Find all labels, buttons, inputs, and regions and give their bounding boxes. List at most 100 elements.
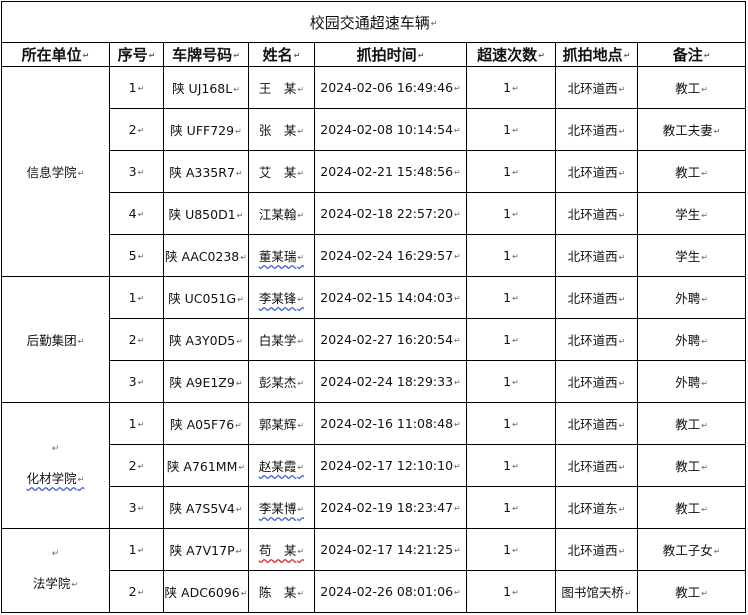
time-cell[interactable]: 2024-02-19 18:23:47 [314, 486, 467, 529]
count-cell[interactable]: 1 [466, 402, 556, 445]
name-cell[interactable]: 李某博 [248, 486, 315, 529]
plate-cell[interactable]: 陕 A3Y0D5 [163, 318, 249, 361]
location-cell[interactable]: 北环道西 [555, 234, 638, 277]
time-cell[interactable]: 2024-02-27 16:20:54 [314, 318, 467, 361]
no-cell[interactable]: 2 [109, 108, 164, 151]
no-cell[interactable]: 3 [109, 486, 164, 529]
time-cell[interactable]: 2024-02-15 14:04:03 [314, 276, 467, 319]
note-cell[interactable]: 教工 [636, 570, 747, 613]
plate-cell[interactable]: 陕 A9E1Z9 [163, 360, 249, 403]
plate-cell[interactable]: 陕 UC051G [163, 276, 249, 319]
count-cell[interactable]: 1 [466, 108, 556, 151]
note-cell[interactable]: 外聘 [636, 276, 747, 319]
name-cell[interactable]: 陈 某 [248, 570, 315, 613]
column-header-label: 所在单位 [22, 46, 90, 64]
note-cell[interactable]: 教工 [636, 66, 747, 109]
no-cell[interactable]: 3 [109, 360, 164, 403]
time-cell[interactable]: 2024-02-17 12:10:10 [314, 444, 467, 487]
plate-cell[interactable]: 陕 A7V17P [163, 528, 249, 571]
name-cell[interactable]: 艾 某 [248, 150, 315, 193]
name-text: 董某瑞 [259, 249, 304, 264]
plate-cell[interactable]: 陕 A761MM [163, 444, 249, 487]
no-cell[interactable]: 4 [109, 192, 164, 235]
name-cell[interactable]: 彭某杰 [248, 360, 315, 403]
count-cell[interactable]: 1 [466, 66, 556, 109]
count-cell[interactable]: 1 [466, 486, 556, 529]
count-cell[interactable]: 1 [466, 276, 556, 319]
note-cell[interactable]: 教工子女 [636, 528, 747, 571]
plate-cell[interactable]: 陕 UFF729 [163, 108, 249, 151]
note-cell[interactable]: 教工 [636, 444, 747, 487]
time-cell[interactable]: 2024-02-24 16:29:57 [314, 234, 467, 277]
column-header: 序号 [109, 42, 164, 67]
location-cell[interactable]: 北环道西 [555, 108, 638, 151]
count-cell[interactable]: 1 [466, 528, 556, 571]
name-cell[interactable]: 赵某霞 [248, 444, 315, 487]
unit-cell[interactable]: ↵ 法学院 [1, 528, 110, 613]
location-cell[interactable]: 北环道西 [555, 444, 638, 487]
no-cell[interactable]: 3 [109, 150, 164, 193]
note-cell[interactable]: 外聘 [636, 318, 747, 361]
name-cell[interactable]: 白某学 [248, 318, 315, 361]
count-cell[interactable]: 1 [466, 234, 556, 277]
count-cell[interactable]: 1 [466, 570, 556, 613]
note-cell[interactable]: 学生 [636, 234, 747, 277]
plate-cell[interactable]: 陕 ADC6096 [163, 570, 249, 613]
plate-cell[interactable]: 陕 U850D1 [163, 192, 249, 235]
location-cell[interactable]: 北环道西 [555, 276, 638, 319]
note-cell[interactable]: 教工 [636, 402, 747, 445]
location-cell[interactable]: 北环道东 [555, 486, 638, 529]
time-cell[interactable]: 2024-02-26 08:01:06 [314, 570, 467, 613]
no-cell[interactable]: 1 [109, 402, 164, 445]
plate-cell[interactable]: 陕 AAC0238 [163, 234, 249, 277]
count-cell[interactable]: 1 [466, 444, 556, 487]
no-cell[interactable]: 2 [109, 318, 164, 361]
time-cell[interactable]: 2024-02-21 15:48:56 [314, 150, 467, 193]
no-cell[interactable]: 1 [109, 66, 164, 109]
time-cell[interactable]: 2024-02-08 10:14:54 [314, 108, 467, 151]
note-cell[interactable]: 教工 [636, 486, 747, 529]
time-cell[interactable]: 2024-02-24 18:29:33 [314, 360, 467, 403]
no-cell[interactable]: 2 [109, 444, 164, 487]
name-cell[interactable]: 苟 某 [248, 528, 315, 571]
no-cell[interactable]: 1 [109, 528, 164, 571]
time-cell[interactable]: 2024-02-17 14:21:25 [314, 528, 467, 571]
name-cell[interactable]: 王 某 [248, 66, 315, 109]
no-cell[interactable]: 2 [109, 570, 164, 613]
location-cell[interactable]: 北环道西 [555, 318, 638, 361]
location-cell[interactable]: 北环道西 [555, 66, 638, 109]
name-cell[interactable]: 李某锋 [248, 276, 315, 319]
time-cell[interactable]: 2024-02-18 22:57:20 [314, 192, 467, 235]
no-cell[interactable]: 5 [109, 234, 164, 277]
plate-cell[interactable]: 陕 A05F76 [163, 402, 249, 445]
location-cell[interactable]: 北环道西 [555, 402, 638, 445]
no-cell[interactable]: 1 [109, 276, 164, 319]
note-cell[interactable]: 外聘 [636, 360, 747, 403]
note-cell[interactable]: 教工夫妻 [636, 108, 747, 151]
name-cell[interactable]: 江某翰 [248, 192, 315, 235]
count-cell[interactable]: 1 [466, 318, 556, 361]
no-text: 2 [129, 458, 145, 473]
location-cell[interactable]: 北环道西 [555, 192, 638, 235]
time-cell[interactable]: 2024-02-06 16:49:46 [314, 66, 467, 109]
plate-cell[interactable]: 陕 A7S5V4 [163, 486, 249, 529]
unit-cell[interactable]: 信息学院 [1, 66, 110, 277]
unit-cell[interactable]: 后勤集团 [1, 276, 110, 403]
count-cell[interactable]: 1 [466, 360, 556, 403]
location-cell[interactable]: 北环道西 [555, 528, 638, 571]
note-cell[interactable]: 学生 [636, 192, 747, 235]
count-cell[interactable]: 1 [466, 150, 556, 193]
name-cell[interactable]: 张 某 [248, 108, 315, 151]
name-cell[interactable]: 郭某辉 [248, 402, 315, 445]
column-header-label: 抓拍地点 [563, 46, 631, 64]
note-cell[interactable]: 教工 [636, 150, 747, 193]
unit-cell[interactable]: ↵ 化材学院 [1, 402, 110, 529]
plate-cell[interactable]: 陕 A335R7 [163, 150, 249, 193]
plate-cell[interactable]: 陕 UJ168L [163, 66, 249, 109]
count-cell[interactable]: 1 [466, 192, 556, 235]
time-cell[interactable]: 2024-02-16 11:08:48 [314, 402, 467, 445]
location-cell[interactable]: 北环道西 [555, 150, 638, 193]
name-cell[interactable]: 董某瑞 [248, 234, 315, 277]
location-cell[interactable]: 图书馆天桥 [555, 570, 638, 613]
location-cell[interactable]: 北环道西 [555, 360, 638, 403]
